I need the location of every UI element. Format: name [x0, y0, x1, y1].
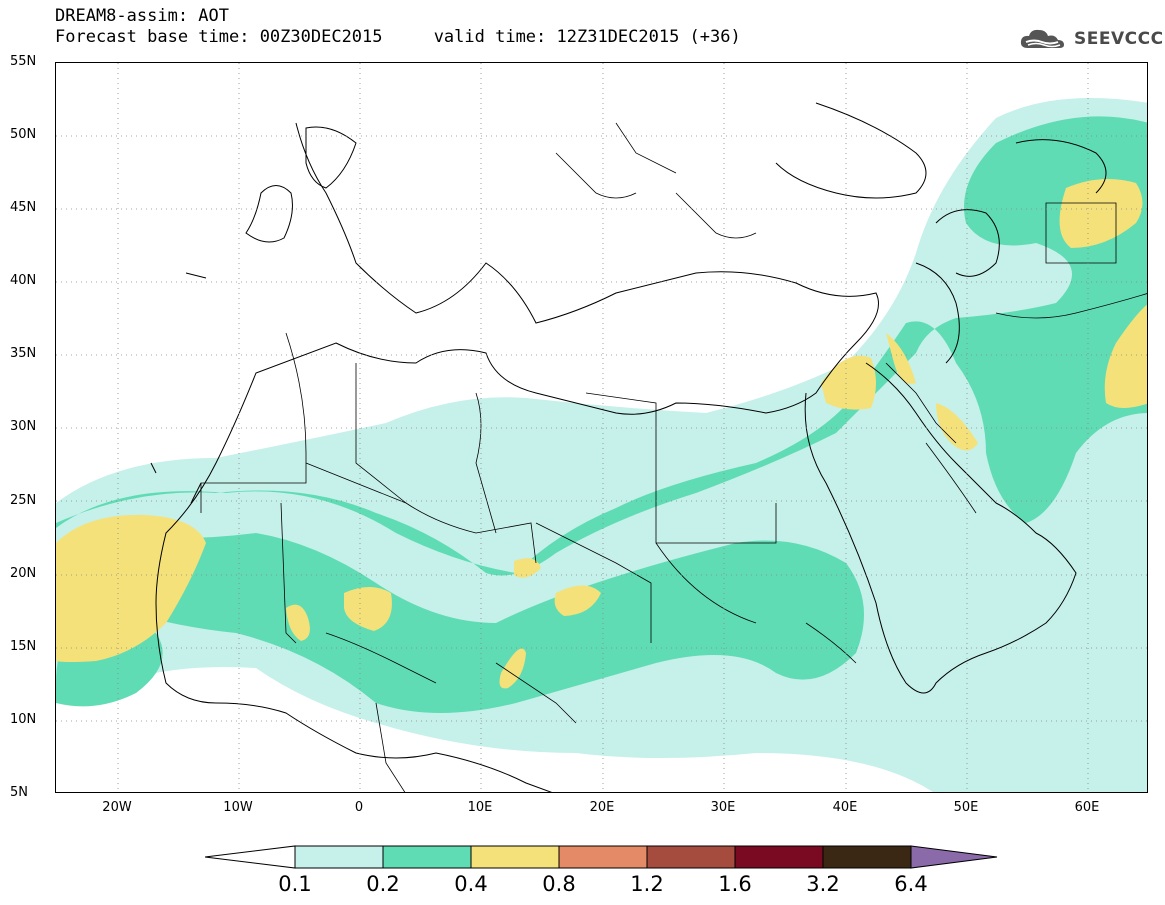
lat-label: 25N: [10, 493, 37, 508]
lon-label: 20E: [589, 800, 615, 815]
colorbar-label: 0.8: [542, 872, 576, 896]
lat-label: 5N: [10, 785, 28, 800]
lat-label: 40N: [10, 273, 37, 288]
lat-label: 15N: [10, 639, 37, 654]
colorbar-label: 6.4: [894, 872, 928, 896]
lon-label: 60E: [1074, 800, 1100, 815]
colorbar-segment: [646, 845, 736, 869]
lat-label: 45N: [10, 200, 37, 215]
lat-label: 30N: [10, 419, 37, 434]
colorbar-arrow-low: [205, 845, 296, 869]
map-title: DREAM8-assim: AOT: [55, 6, 229, 26]
lat-label: 50N: [10, 127, 37, 142]
lon-label: 10W: [223, 800, 253, 815]
lat-label: 20N: [10, 566, 37, 581]
lat-label: 35N: [10, 346, 37, 361]
coastlines: [150, 102, 1107, 792]
colorbar-arrow-high: [910, 845, 998, 869]
seevccc-logo: SEEVCCC: [1018, 26, 1164, 52]
colorbar-segment: [734, 845, 824, 869]
cloud-icon: [1020, 29, 1064, 48]
colorbar-label: 0.1: [278, 872, 312, 896]
map-grid: [56, 63, 1147, 792]
country-borders: [200, 122, 1147, 792]
aot-map: [55, 62, 1148, 793]
colorbar-segment: [470, 845, 560, 869]
lat-label: 10N: [10, 712, 37, 727]
aot-colorbar: [205, 845, 998, 869]
forecast-time-line: Forecast base time: 00Z30DEC2015 valid t…: [55, 27, 741, 47]
map-canvas: [56, 63, 1147, 792]
lon-label: 10E: [467, 800, 493, 815]
colorbar-segment: [822, 845, 912, 869]
lon-label: 30E: [710, 800, 736, 815]
lon-label: 50E: [953, 800, 979, 815]
colorbar-label: 3.2: [806, 872, 840, 896]
colorbar-segment: [558, 845, 648, 869]
colorbar-label: 1.6: [718, 872, 752, 896]
colorbar-label: 0.4: [454, 872, 488, 896]
logo-text: SEEVCCC: [1074, 29, 1164, 49]
lat-label: 55N: [10, 54, 37, 69]
aot-band-yellow: [56, 179, 1147, 689]
colorbar-label: 1.2: [630, 872, 664, 896]
colorbar-label: 0.2: [366, 872, 400, 896]
lon-label: 40E: [832, 800, 858, 815]
colorbar-segment: [382, 845, 472, 869]
lon-label: 20W: [102, 800, 132, 815]
colorbar-segment: [294, 845, 384, 869]
lon-label: 0: [354, 800, 364, 815]
